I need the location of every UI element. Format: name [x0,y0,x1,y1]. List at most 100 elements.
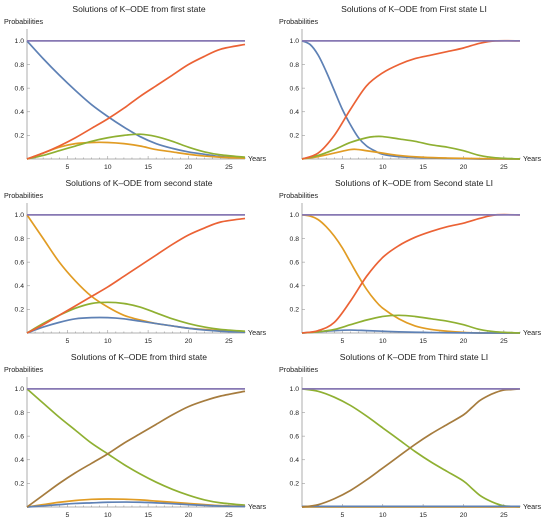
series-line-3 [26,501,246,508]
chart-title: Solutions of K–ODE from First state LI [341,4,487,14]
y-tick-label: 0.8 [15,62,25,69]
y-tick-label: 1.0 [15,38,25,45]
x-axis-label: Years [248,328,267,337]
series-line-3 [301,135,521,160]
series-line-1 [301,388,521,508]
y-tick-label: 0.2 [15,307,25,314]
chart-title: Solutions of K–ODE from first state [72,4,205,14]
x-tick-label: 10 [104,512,112,519]
x-axis-label: Years [248,502,267,511]
x-tick-label: 5 [340,338,344,345]
y-tick-label: 0.6 [290,85,300,92]
chart-title: Solutions of K–ODE from third state [71,352,207,362]
series-line-4 [301,213,521,334]
y-tick-label: 0.4 [15,283,25,290]
y-axis-label: Probabilities [279,17,319,26]
x-tick-label: 5 [65,512,69,519]
y-tick-label: 0.2 [290,307,300,314]
x-tick-label: 15 [144,338,152,345]
chart-panel-5: Solutions of K–ODE from third state Proba… [4,352,267,519]
chart-title: Solutions of K–ODE from Third state LI [340,352,488,362]
series-line-4 [301,39,521,160]
series-line-2 [26,316,246,334]
x-tick-label: 25 [225,164,233,171]
chart-panel-1: Solutions of K–ODE from first state Proba… [4,4,267,171]
y-tick-label: 0.4 [290,109,300,116]
x-tick-label: 20 [460,338,468,345]
y-tick-label: 0.8 [290,236,300,243]
x-tick-label: 20 [460,512,468,519]
series-line-2 [26,141,246,160]
x-axis-label: Years [523,502,542,511]
chart-title: Solutions of K–ODE from second state [65,178,212,188]
x-tick-label: 15 [144,164,152,171]
series-line-1 [26,40,246,159]
x-axis-label: Years [523,154,542,163]
x-tick-label: 5 [340,512,344,519]
y-tick-label: 0.6 [15,85,25,92]
y-tick-label: 0.4 [290,283,300,290]
y-tick-label: 0.2 [290,133,300,140]
x-tick-label: 10 [379,338,387,345]
x-tick-label: 10 [104,338,112,345]
y-tick-label: 0.6 [290,433,300,440]
y-tick-label: 0.8 [290,62,300,69]
y-tick-label: 0.2 [290,481,300,488]
series-line-4 [26,390,246,508]
series-line-3 [26,301,246,334]
chart-title: Solutions of K–ODE from Second state LI [335,178,493,188]
x-tick-label: 20 [185,338,193,345]
y-tick-label: 1.0 [290,386,300,393]
series-line-3 [301,314,521,334]
y-tick-label: 1.0 [290,212,300,219]
chart-panel-6: Solutions of K–ODE from Third state LI Pr… [279,352,542,519]
y-axis-label: Probabilities [279,191,319,200]
x-tick-label: 5 [340,164,344,171]
y-tick-label: 0.4 [290,457,300,464]
series-line-4 [26,217,246,334]
x-tick-label: 15 [144,512,152,519]
y-tick-label: 0.2 [15,133,25,140]
y-tick-label: 0.4 [15,109,25,116]
chart-panel-2: Solutions of K–ODE from First state LI Pr… [279,4,542,171]
series-line-1 [301,214,521,334]
x-tick-label: 15 [419,512,427,519]
series-line-3 [26,133,246,160]
y-axis-label: Probabilities [279,365,319,374]
series-line-2 [301,148,521,160]
y-tick-label: 0.8 [15,410,25,417]
x-tick-label: 15 [419,164,427,171]
series-line-1 [26,388,246,507]
y-tick-label: 0.2 [15,481,25,488]
series-line-4 [301,388,521,508]
x-tick-label: 10 [379,164,387,171]
y-tick-label: 0.6 [15,259,25,266]
x-axis-label: Years [248,154,267,163]
x-tick-label: 20 [460,164,468,171]
y-tick-label: 0.8 [290,410,300,417]
y-tick-label: 0.8 [15,236,25,243]
y-tick-label: 1.0 [15,386,25,393]
x-tick-label: 10 [379,512,387,519]
x-tick-label: 25 [500,164,508,171]
y-axis-label: Probabilities [4,365,44,374]
x-tick-label: 25 [225,512,233,519]
y-tick-label: 0.6 [290,259,300,266]
y-tick-label: 1.0 [290,38,300,45]
chart-panel-4: Solutions of K–ODE from Second state LI P… [279,178,542,345]
x-tick-label: 5 [65,164,69,171]
y-tick-label: 0.4 [15,457,25,464]
x-axis-label: Years [523,328,542,337]
x-tick-label: 5 [65,338,69,345]
x-tick-label: 15 [419,338,427,345]
x-tick-label: 25 [500,338,508,345]
series-line-4 [26,43,246,160]
y-tick-label: 0.6 [15,433,25,440]
x-tick-label: 10 [104,164,112,171]
y-tick-label: 1.0 [15,212,25,219]
x-tick-label: 20 [185,164,193,171]
y-axis-label: Probabilities [4,17,44,26]
x-tick-label: 20 [185,512,193,519]
